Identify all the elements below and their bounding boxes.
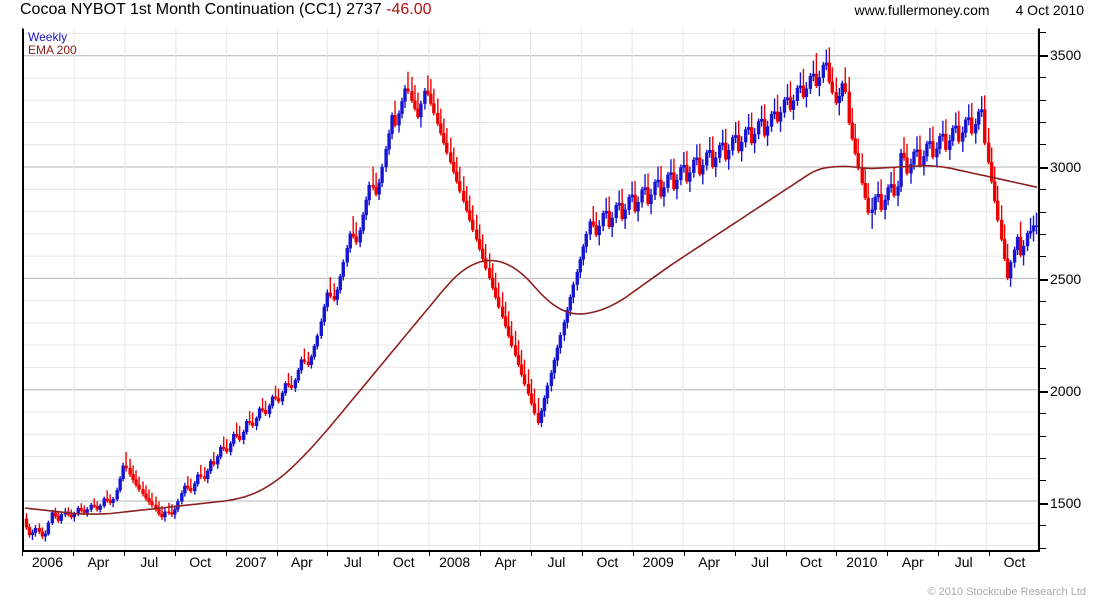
y-axis-label: 3000 bbox=[1050, 158, 1082, 175]
x-axis-tick bbox=[226, 552, 227, 556]
x-axis-label: 2008 bbox=[439, 554, 471, 570]
x-axis-label: Oct bbox=[189, 554, 212, 570]
y-axis-major-tick bbox=[1040, 502, 1048, 505]
x-axis-tick bbox=[735, 552, 736, 556]
x-axis-tick bbox=[175, 552, 176, 556]
x-axis-label: Apr bbox=[494, 554, 517, 570]
header-right: www.fullermoney.com 4 Oct 2010 bbox=[854, 2, 1084, 18]
y-axis-minor-tick bbox=[1040, 256, 1046, 258]
x-axis-tick bbox=[633, 552, 634, 556]
y-axis-minor-tick bbox=[1040, 32, 1046, 34]
x-axis-label: Oct bbox=[1003, 554, 1026, 570]
x-axis-tick bbox=[836, 552, 837, 556]
page-title: Cocoa NYBOT 1st Month Continuation (CC1)… bbox=[20, 1, 432, 19]
y-axis-minor-tick bbox=[1040, 99, 1046, 101]
x-axis-tick bbox=[989, 552, 990, 556]
x-axis-label: Jul bbox=[954, 554, 973, 570]
x-axis-tick bbox=[480, 552, 481, 556]
y-axis-minor-tick bbox=[1040, 211, 1046, 213]
chart-legend: Weekly EMA 200 bbox=[28, 31, 77, 57]
x-axis-label: Jul bbox=[140, 554, 159, 570]
x-axis-label: 2007 bbox=[235, 554, 267, 570]
y-axis-minor-tick bbox=[1040, 525, 1046, 527]
candlestick-series bbox=[24, 47, 1038, 542]
copyright-notice: © 2010 Stockcube Research Ltd bbox=[927, 586, 1086, 598]
x-axis-tick bbox=[887, 552, 888, 556]
x-axis: 2006 Apr Jul Oct 2007 Apr Jul Oct 2008 Apr Jul Oct 2… bbox=[22, 552, 1040, 576]
chart-date: 4 Oct 2010 bbox=[1015, 2, 1085, 18]
plot-gridlines bbox=[24, 29, 1038, 550]
y-axis-minor-tick bbox=[1040, 345, 1046, 347]
y-axis-minor-tick bbox=[1040, 323, 1046, 325]
legend-ema-200: EMA 200 bbox=[28, 43, 77, 57]
y-axis-minor-tick bbox=[1040, 234, 1046, 236]
x-axis-label: 2006 bbox=[31, 554, 64, 570]
x-axis-tick bbox=[22, 552, 23, 556]
chart-header: Cocoa NYBOT 1st Month Continuation (CC1)… bbox=[0, 0, 1100, 22]
y-axis-label: 3500 bbox=[1050, 46, 1082, 63]
x-axis-label: Jul bbox=[343, 554, 362, 570]
y-axis-minor-tick bbox=[1040, 189, 1046, 191]
x-axis-label: Jul bbox=[547, 554, 566, 570]
y-axis-label: 2500 bbox=[1050, 270, 1082, 287]
instrument-name: Cocoa NYBOT 1st Month Continuation (CC1) bbox=[20, 1, 342, 18]
y-axis-major-tick bbox=[1040, 390, 1048, 393]
x-axis-label: Oct bbox=[800, 554, 822, 570]
y-axis-minor-tick bbox=[1040, 457, 1046, 459]
x-axis-tick bbox=[73, 552, 74, 556]
x-axis-label: Jul bbox=[751, 554, 769, 570]
y-axis-minor-tick bbox=[1040, 368, 1046, 370]
y-axis-major-tick bbox=[1040, 166, 1048, 169]
y-axis-label: 2000 bbox=[1050, 382, 1082, 399]
x-axis-label: Apr bbox=[291, 554, 313, 570]
y-axis-minor-tick bbox=[1040, 77, 1046, 79]
y-axis-minor-tick bbox=[1040, 301, 1046, 303]
x-axis-tick bbox=[378, 552, 379, 556]
x-axis-label: 2010 bbox=[846, 554, 878, 570]
y-axis-label: 1500 bbox=[1050, 494, 1082, 511]
website-link[interactable]: www.fullermoney.com bbox=[854, 2, 990, 18]
legend-timeframe: Weekly bbox=[28, 30, 68, 44]
x-axis-label: Oct bbox=[596, 554, 619, 570]
y-axis-major-tick bbox=[1040, 278, 1048, 281]
x-axis-tick bbox=[786, 552, 787, 556]
x-axis-label: Oct bbox=[392, 554, 415, 570]
y-axis-minor-tick bbox=[1040, 122, 1046, 124]
x-axis-label: 2009 bbox=[642, 554, 674, 570]
x-axis-tick bbox=[429, 552, 430, 556]
x-axis-tick bbox=[124, 552, 125, 556]
x-axis-label: Apr bbox=[901, 554, 924, 570]
y-axis: 1500 2000 2500 3000 3500 bbox=[1040, 28, 1100, 552]
x-axis-tick bbox=[327, 552, 328, 556]
x-axis-label: Apr bbox=[87, 554, 110, 570]
y-axis-minor-tick bbox=[1040, 144, 1046, 146]
y-axis-major-tick bbox=[1040, 54, 1048, 57]
x-axis-tick bbox=[277, 552, 278, 556]
x-axis-label: Apr bbox=[698, 554, 721, 570]
price-plot-area[interactable]: Weekly EMA 200 bbox=[22, 28, 1040, 552]
y-axis-minor-tick bbox=[1040, 480, 1046, 482]
x-axis-tick bbox=[582, 552, 583, 556]
last-price: 2737 bbox=[346, 1, 382, 18]
x-axis-tick bbox=[938, 552, 939, 556]
y-axis-minor-tick bbox=[1040, 413, 1046, 415]
price-change: -46.00 bbox=[386, 1, 432, 18]
y-axis-minor-tick bbox=[1040, 435, 1046, 437]
y-axis-minor-tick bbox=[1040, 547, 1046, 549]
x-axis-tick bbox=[531, 552, 532, 556]
x-axis-tick bbox=[684, 552, 685, 556]
